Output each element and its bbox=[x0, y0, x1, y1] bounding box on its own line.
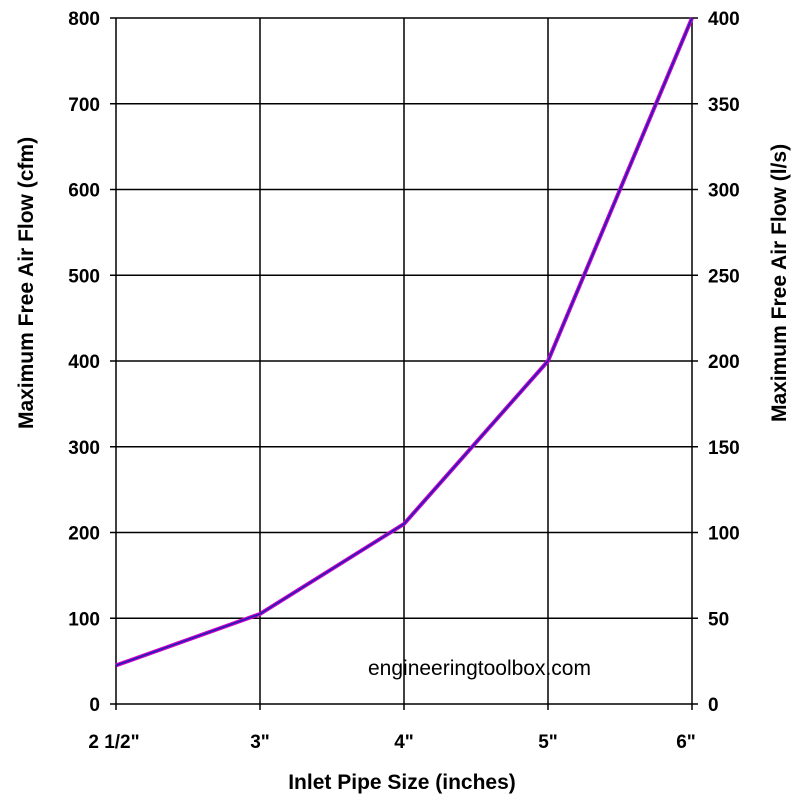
y-tick-label-left: 800 bbox=[68, 9, 100, 30]
x-tick-label: 3" bbox=[250, 732, 270, 753]
y-axis-right: 0 50 100 150 200 250 300 350 400 bbox=[708, 9, 740, 716]
y-axis-title-left: Maximum Free Air Flow (cfm) bbox=[15, 137, 38, 429]
y-tick-label-right: 150 bbox=[708, 438, 740, 459]
y-tick-label-right: 400 bbox=[708, 9, 740, 30]
y-tick-label-left: 500 bbox=[68, 266, 100, 287]
x-axis: 2 1/2" 3" 4" 5" 6" bbox=[88, 732, 695, 753]
x-tick-label: 2 1/2" bbox=[88, 732, 139, 753]
y-axis-title-right: Maximum Free Air Flow (l/s) bbox=[768, 144, 791, 422]
y-tick-label-left: 300 bbox=[68, 438, 100, 459]
y-tick-label-left: 100 bbox=[68, 609, 100, 630]
x-tick-label: 6" bbox=[676, 732, 696, 753]
grid bbox=[110, 17, 698, 710]
y-tick-label-left: 600 bbox=[68, 181, 100, 202]
y-tick-label-right: 0 bbox=[708, 695, 719, 716]
y-tick-label-right: 300 bbox=[708, 181, 740, 202]
y-tick-label-left: 400 bbox=[68, 352, 100, 373]
y-tick-label-right: 50 bbox=[708, 609, 729, 630]
y-axis-left: 0 100 200 300 400 500 600 700 800 bbox=[68, 9, 100, 716]
y-tick-label-right: 100 bbox=[708, 524, 740, 545]
y-tick-label-left: 0 bbox=[89, 695, 100, 716]
x-axis-title: Inlet Pipe Size (inches) bbox=[288, 771, 516, 794]
y-tick-label-right: 250 bbox=[708, 266, 740, 287]
watermark-text: engineeringtoolbox.com bbox=[368, 657, 591, 680]
y-tick-label-right: 200 bbox=[708, 352, 740, 373]
y-tick-label-left: 200 bbox=[68, 524, 100, 545]
y-tick-label-right: 350 bbox=[708, 95, 740, 116]
y-tick-label-left: 700 bbox=[68, 95, 100, 116]
x-tick-label: 4" bbox=[394, 732, 414, 753]
series-group bbox=[115, 17, 694, 668]
x-tick-label: 5" bbox=[538, 732, 558, 753]
